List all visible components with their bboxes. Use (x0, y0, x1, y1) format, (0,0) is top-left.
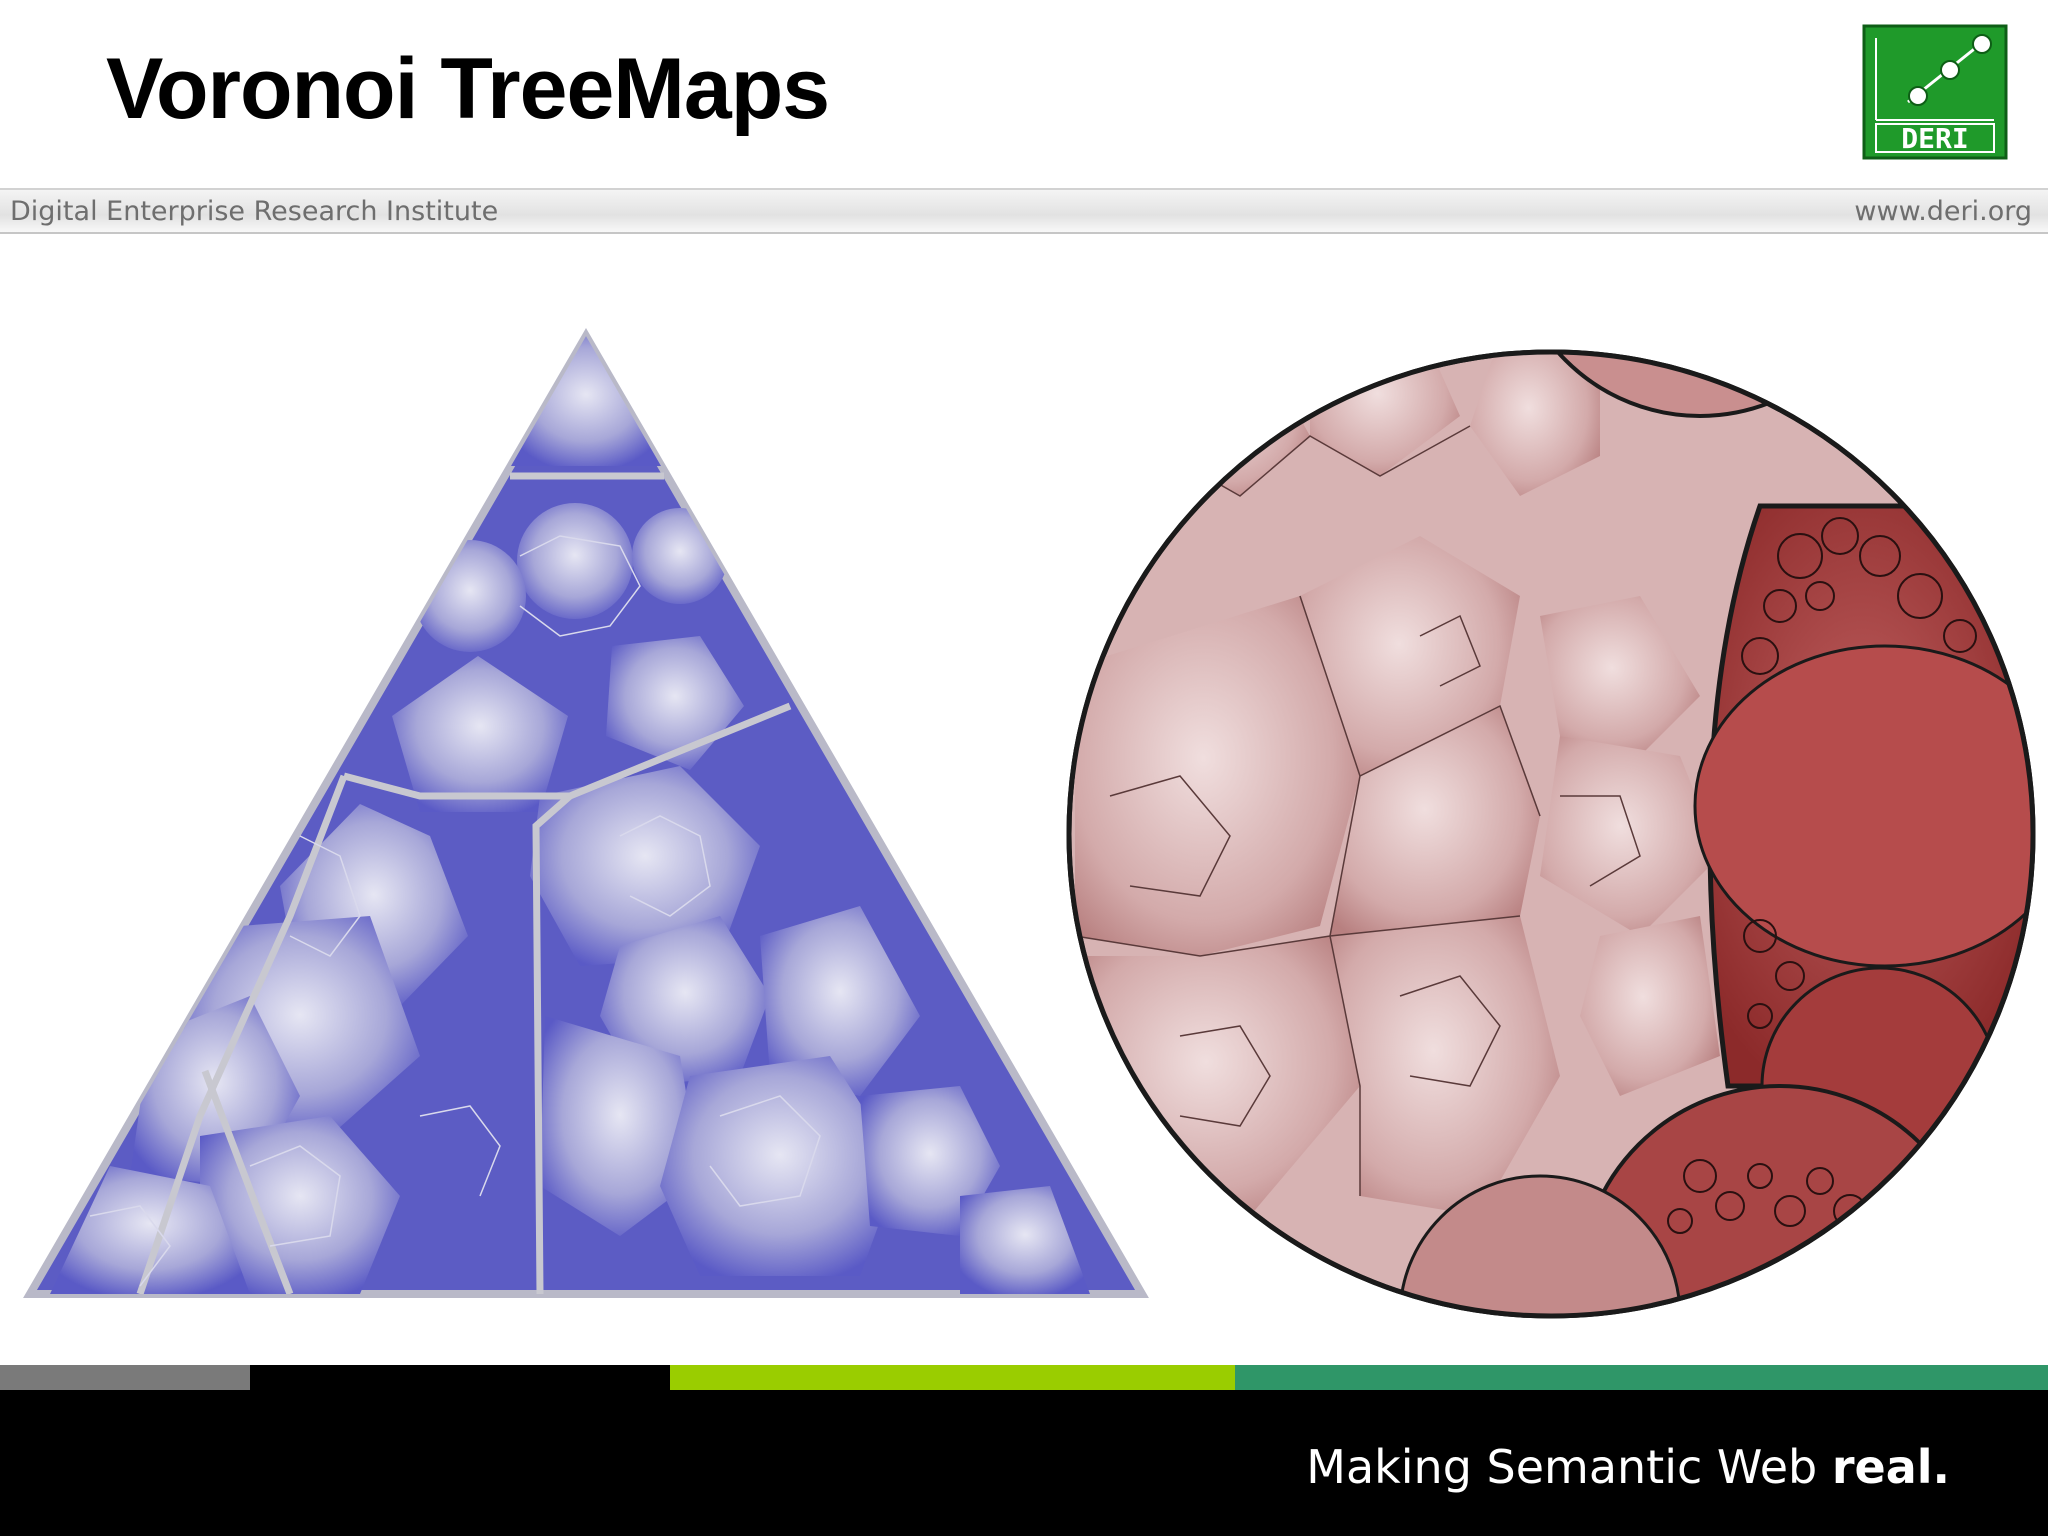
triangle-treemap (23, 328, 1149, 1298)
website-url: www.deri.org (1854, 196, 2032, 227)
footer-bar-gray (0, 1365, 250, 1390)
deri-logo: DERI (1862, 24, 2008, 160)
tagline-emphasis: real. (1831, 1440, 1950, 1494)
voronoi-figures (23, 328, 2036, 1319)
footer-band: Making Semantic Web real. (0, 1390, 2048, 1536)
footer-bar-black (250, 1365, 670, 1390)
institute-name: Digital Enterprise Research Institute (10, 196, 499, 227)
circle-treemap (1066, 349, 2036, 1319)
tagline-main: Making Semantic Web (1306, 1440, 1832, 1494)
header-band: Digital Enterprise Research Institute ww… (0, 188, 2048, 234)
footer-bar-lime (670, 1365, 1235, 1390)
logo-text: DERI (1901, 122, 1968, 155)
tagline: Making Semantic Web real. (1306, 1440, 1950, 1494)
footer-bar-green (1235, 1365, 2048, 1390)
slide-title: Voronoi TreeMaps (106, 41, 830, 137)
